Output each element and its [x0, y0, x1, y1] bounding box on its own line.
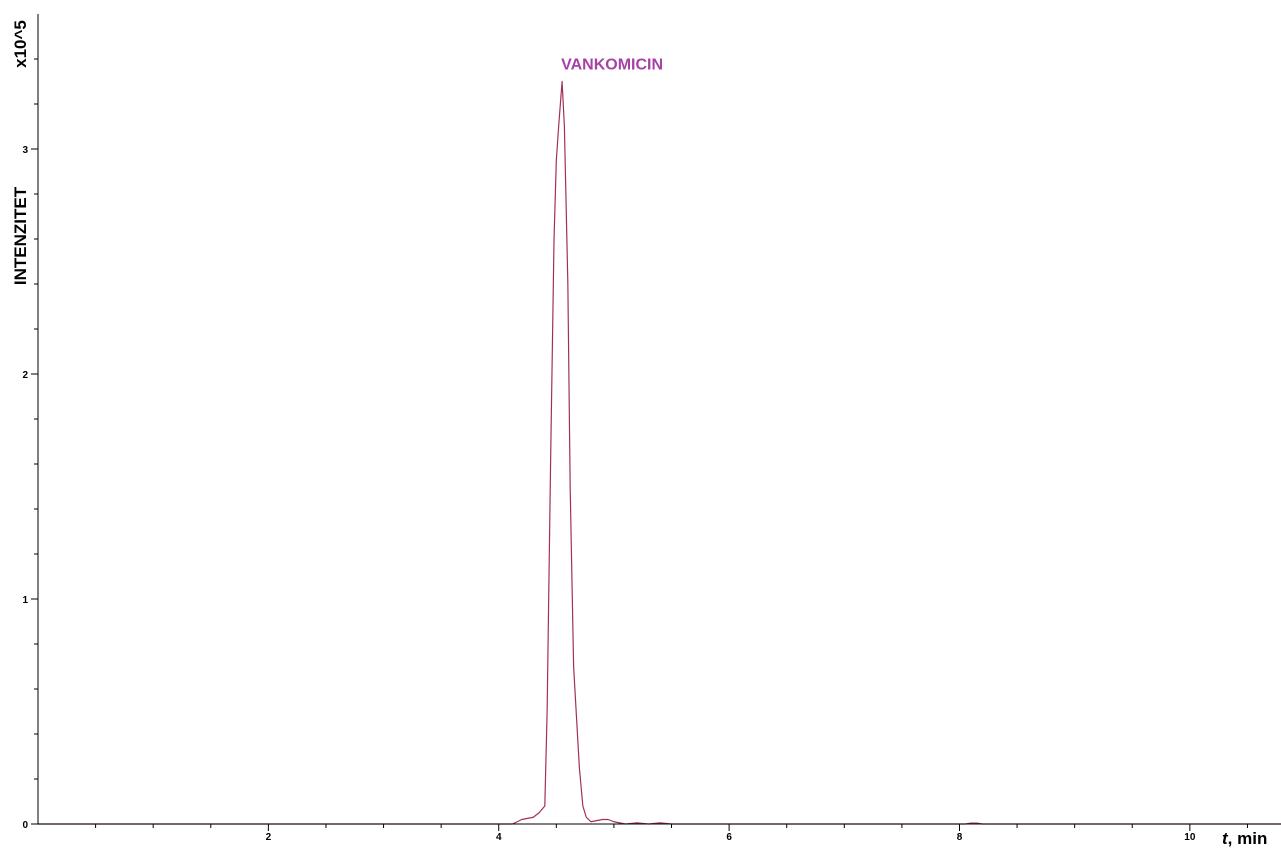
x-axis-label-unit: , min — [1228, 829, 1268, 848]
x-tick-label: 10 — [1184, 832, 1196, 843]
y-tick-label: 2 — [22, 370, 28, 381]
series-line — [38, 80, 1281, 825]
minor-ticks — [34, 58, 1248, 828]
x-tick-label: 4 — [496, 832, 502, 843]
x-tick-label: 2 — [266, 832, 272, 843]
peak-annotation: VANKOMICIN — [561, 57, 663, 74]
y-tick-label: 1 — [22, 595, 28, 606]
y-scale-label: x10^5 — [11, 20, 30, 68]
y-axis-label: INTENZITET — [11, 186, 30, 285]
x-tick-label: 6 — [726, 832, 732, 843]
x-axis-label-symbol: t — [1222, 829, 1229, 848]
y-tick-label: 0 — [22, 820, 28, 831]
y-tick-label: 3 — [22, 145, 28, 156]
major-ticks — [31, 148, 1191, 831]
x-tick-label: 8 — [957, 832, 963, 843]
tick-labels: 2 4 6 8 10 0 1 2 3 — [22, 145, 1195, 843]
x-axis-label: t, min — [1222, 829, 1267, 848]
